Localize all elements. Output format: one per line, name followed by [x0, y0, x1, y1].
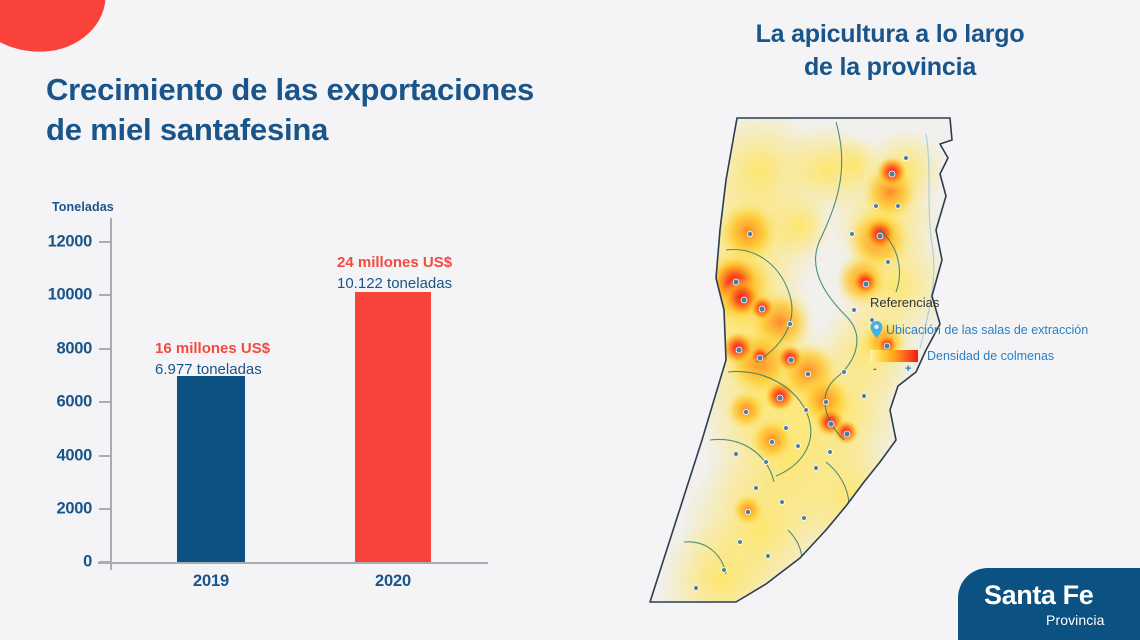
bar-2020[interactable]: [355, 292, 431, 562]
y-tick-4000: [99, 455, 111, 457]
y-tick-label-10000: 10000: [47, 285, 93, 304]
y-tick-label-2000: 2000: [56, 499, 92, 518]
bar-2020-tons: 10.122 toneladas: [337, 275, 453, 293]
legend-row-hive-density: - + Densidad de colmenas: [870, 349, 1120, 375]
x-label-2019: 2019: [193, 572, 229, 590]
x-axis-line: [98, 562, 488, 564]
bars-layer: [0, 190, 620, 562]
y-tick-2000: [99, 508, 111, 510]
y-tick-label-0: 0: [83, 552, 92, 571]
santa-fe-density-map[interactable]: [640, 110, 990, 610]
y-tick-label-8000: 8000: [56, 339, 92, 358]
y-tick-0: [99, 561, 111, 563]
map-title-line1: La apicultura a lo largo: [755, 20, 1025, 48]
logo-subtitle: Provincia: [1046, 612, 1105, 628]
y-tick-label-6000: 6000: [56, 392, 92, 411]
y-tick-6000: [99, 401, 111, 403]
logo-name: Santa Fe: [984, 580, 1094, 610]
bar-2020-caption: 24 millones US$ 10.122 toneladas: [337, 252, 452, 295]
bar-2019-money: 16 millones US$: [155, 340, 271, 357]
y-tick-8000: [99, 348, 111, 350]
extraction-room-markers: [693, 155, 909, 591]
bar-2019-tons: 6.977 toneladas: [155, 361, 262, 379]
y-tick-label-12000: 12000: [47, 232, 93, 251]
bar-2019[interactable]: [177, 376, 245, 562]
y-axis-unit-label: Toneladas: [52, 200, 114, 214]
y-tick-10000: [99, 294, 111, 296]
legend-label-extraction-rooms: Ubicación de las salas de extracción: [886, 322, 1089, 337]
legend-title: Referencias: [870, 295, 940, 310]
chart-title-line2: de miel santafesina: [46, 112, 329, 148]
density-gradient-wrap: - +: [870, 350, 927, 375]
map-legend: Referencias Ubicación de las salas de ex…: [870, 295, 1120, 375]
density-min-label: -: [873, 363, 877, 375]
legend-label-hive-density: Densidad de colmenas: [927, 349, 1055, 363]
y-tick-label-4000: 4000: [56, 446, 92, 465]
y-tick-12000: [99, 241, 111, 243]
map-pin-icon: [870, 321, 883, 338]
map-title: La apicultura a lo largo de la provincia: [700, 18, 1080, 83]
x-label-2020: 2020: [375, 572, 411, 590]
exports-chart-panel: Crecimiento de las exportaciones de miel…: [0, 70, 620, 610]
santa-fe-logo: Santa Fe Provincia: [958, 568, 1140, 640]
legend-row-extraction-rooms: Ubicación de las salas de extracción: [870, 321, 1120, 338]
map-title-line2: de la provincia: [803, 52, 977, 81]
bar-2020-money: 24 millones US$: [337, 254, 453, 271]
y-axis-line: [110, 218, 112, 570]
chart-title: Crecimiento de las exportaciones de miel…: [46, 70, 591, 151]
bar-2019-caption: 16 millones US$ 6.977 toneladas: [155, 338, 270, 381]
bar-chart: Toneladas 12000 10000 8000 6000 4000 200…: [0, 190, 620, 610]
density-gradient-bar: [870, 350, 918, 362]
map-panel: La apicultura a lo largo de la provincia: [620, 0, 1140, 640]
density-max-label: +: [905, 363, 912, 375]
chart-title-line1: Crecimiento de las exportaciones: [46, 72, 535, 107]
